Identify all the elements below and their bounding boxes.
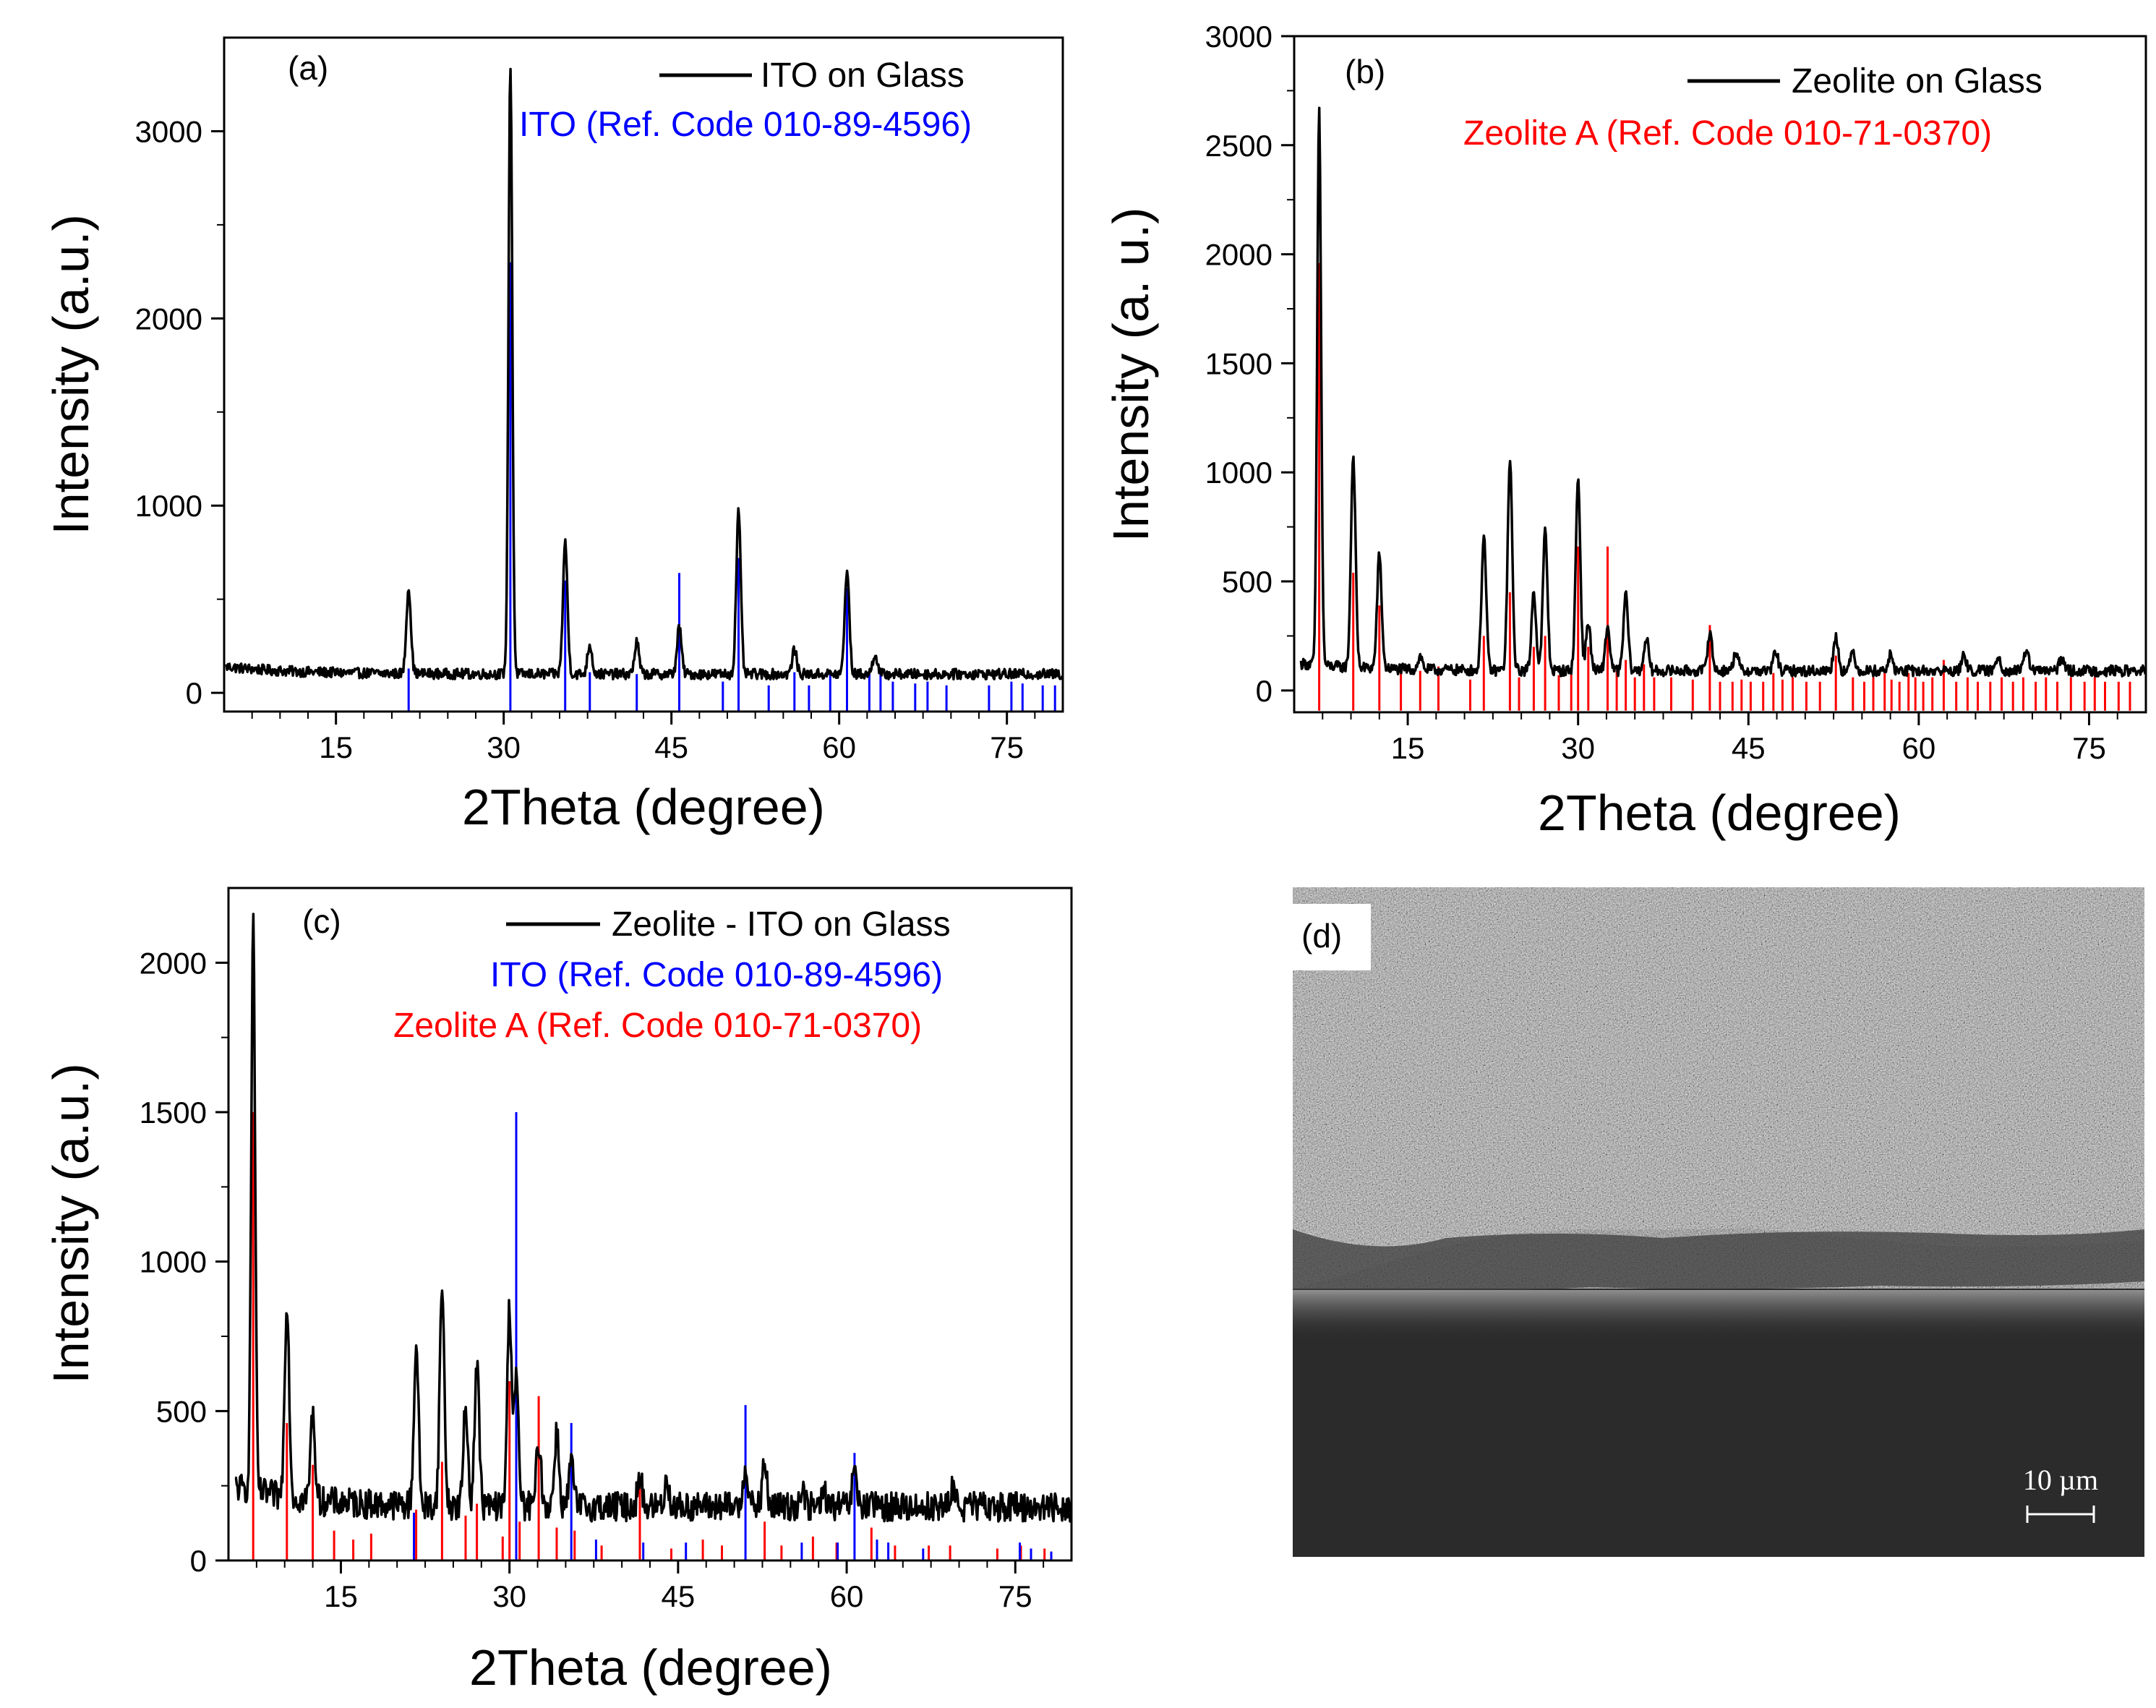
panel-c-data-layer xyxy=(234,913,1072,1560)
panel-b-x-tick-label: 60 xyxy=(1902,731,1936,765)
sem-interface-glow xyxy=(1293,1290,2144,1341)
panel-c-label: (c) xyxy=(302,902,341,940)
panel-b-x-tick-label: 15 xyxy=(1391,731,1425,765)
panel-c-legend-ito-reference: ITO (Ref. Code 010-89-4596) xyxy=(490,956,943,994)
panel-c-y-tick-label: 2000 xyxy=(140,946,207,980)
panel-c-y-tick-label: 1500 xyxy=(140,1096,207,1130)
panel-c-x-tick-label: 30 xyxy=(492,1579,526,1613)
panel-b-legend-experimental: Zeolite on Glass xyxy=(1792,62,2042,101)
panel-a-x-tick-label: 15 xyxy=(319,730,353,764)
panel-b-label: (b) xyxy=(1345,53,1385,90)
panel-b-x-tick-label: 30 xyxy=(1561,731,1595,765)
panel-a-x-tick-label: 75 xyxy=(990,730,1024,764)
panel-a-legend-experimental: ITO on Glass xyxy=(761,56,964,95)
panel-c-y-tick-label: 500 xyxy=(156,1394,207,1428)
panel-a-x-axis-title: 2Theta (degree) xyxy=(462,779,825,835)
panel-a-ticks: 15 30 45 60 75 0 1000 2000 3000 xyxy=(135,114,1036,764)
sem-label-box xyxy=(1291,904,1371,970)
sem-scale-bar-label: 10 µm xyxy=(2023,1464,2098,1496)
panel-c-x-tick-label: 60 xyxy=(830,1579,864,1613)
panel-a-x-tick-label: 45 xyxy=(654,730,688,764)
panel-c-y-tick-label: 0 xyxy=(190,1544,207,1578)
panel-c: 15 30 45 60 75 0 500 1000 1500 2000 (c) Zeolite -… xyxy=(43,887,1073,1696)
panel-a: 15 30 45 60 75 0 1000 2000 3000 (a) ITO on Glass… xyxy=(43,36,1064,835)
sem-film-texture xyxy=(1293,887,2144,1289)
panel-c-y-axis-title: Intensity (a.u.) xyxy=(43,1063,99,1384)
panel-b: 15 30 45 60 75 0 500 1000 1500 2000 2500 3000 (b) Z… xyxy=(1103,20,2147,841)
panel-b-data-layer xyxy=(1299,106,2147,711)
panel-a-label: (a) xyxy=(288,49,328,87)
panel-a-y-axis-title: Intensity (a.u.) xyxy=(43,214,99,535)
panel-d: (d) 10 µm xyxy=(1291,887,2144,1557)
panel-c-legend-zeolite-reference: Zeolite A (Ref. Code 010-71-0370) xyxy=(393,1007,922,1045)
panel-b-y-tick-label: 1000 xyxy=(1205,456,1272,490)
panel-b-xrd-trace xyxy=(1299,106,2147,678)
panel-b-y-axis-title: Intensity (a. u.) xyxy=(1103,208,1159,542)
sem-micrograph xyxy=(1293,887,2144,1557)
panel-b-y-tick-label: 500 xyxy=(1222,565,1272,599)
panel-a-y-tick-label: 2000 xyxy=(135,302,202,336)
sem-film-cross-section xyxy=(1293,1229,2144,1294)
panel-c-y-tick-label: 1000 xyxy=(140,1245,207,1279)
panel-a-data-layer xyxy=(225,67,1064,712)
panel-b-y-tick-label: 0 xyxy=(1256,674,1272,708)
panel-c-x-axis-title: 2Theta (degree) xyxy=(469,1639,832,1696)
panel-c-x-tick-label: 75 xyxy=(998,1579,1032,1613)
panel-c-xrd-trace xyxy=(234,913,1072,1523)
panel-b-ticks: 15 30 45 60 75 0 500 1000 1500 2000 2500 3000 xyxy=(1205,20,2118,765)
panel-a-x-tick-label: 60 xyxy=(822,730,856,764)
panel-b-y-tick-label: 2500 xyxy=(1205,129,1272,163)
panel-c-ticks: 15 30 45 60 75 0 500 1000 1500 2000 xyxy=(140,946,1045,1613)
panel-b-y-tick-label: 3000 xyxy=(1205,20,1272,54)
panel-a-y-tick-label: 3000 xyxy=(135,114,202,148)
panel-a-x-tick-label: 30 xyxy=(487,730,521,764)
panel-c-legend-experimental: Zeolite - ITO on Glass xyxy=(612,905,951,944)
panel-a-xrd-trace xyxy=(225,67,1064,681)
panel-a-legend-ito-reference: ITO (Ref. Code 010-89-4596) xyxy=(519,106,972,144)
panel-d-label: (d) xyxy=(1301,917,1342,955)
panel-a-y-tick-label: 0 xyxy=(186,676,202,710)
panel-b-y-tick-label: 2000 xyxy=(1205,238,1272,272)
panel-c-x-tick-label: 45 xyxy=(662,1579,696,1613)
panel-b-x-tick-label: 45 xyxy=(1732,731,1766,765)
panel-a-y-tick-label: 1000 xyxy=(135,489,202,523)
panel-b-legend-zeolite-reference: Zeolite A (Ref. Code 010-71-0370) xyxy=(1463,114,1992,153)
sem-scale-bar xyxy=(2026,1506,2095,1523)
panel-b-y-tick-label: 1500 xyxy=(1205,346,1272,380)
panel-c-x-tick-label: 15 xyxy=(324,1579,358,1613)
panel-b-x-tick-label: 75 xyxy=(2072,731,2106,765)
panel-b-x-axis-title: 2Theta (degree) xyxy=(1538,785,1901,841)
